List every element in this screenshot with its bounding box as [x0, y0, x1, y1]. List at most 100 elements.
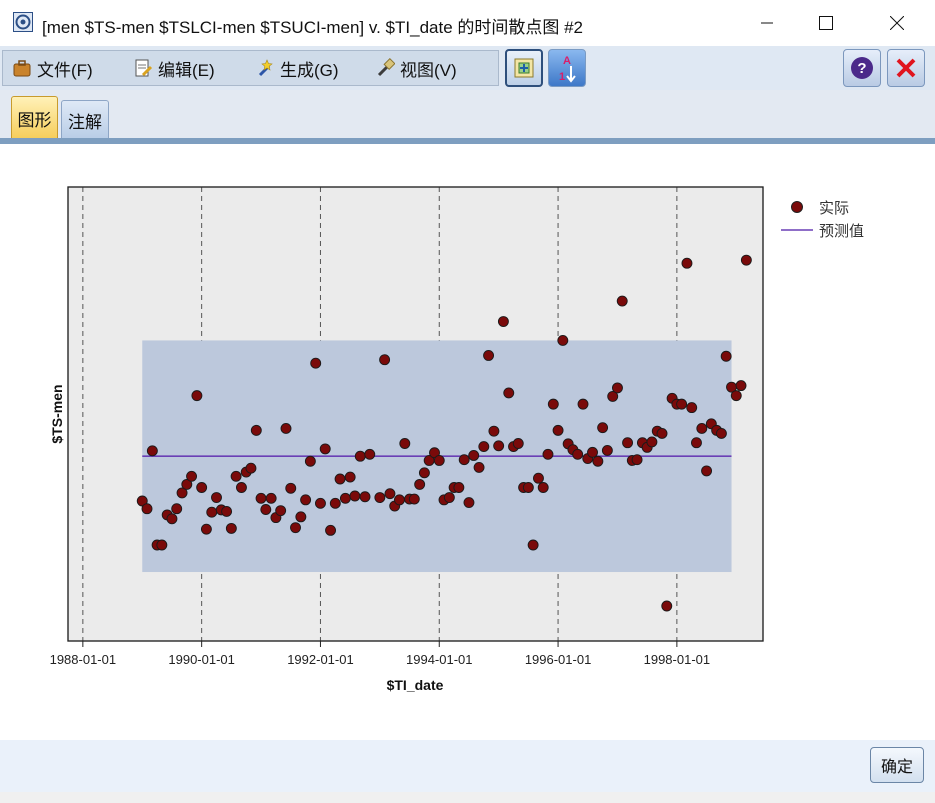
data-point: [200, 523, 212, 535]
data-point: [429, 447, 440, 459]
data-point: [656, 428, 668, 439]
data-point: [136, 495, 148, 507]
data-point: [285, 482, 297, 494]
svg-text:1: 1: [559, 71, 565, 83]
data-point: [418, 467, 430, 479]
data-point: [304, 455, 316, 467]
scatter-chart: 1988-01-01 1990-01-01 1992-01-01 1994-01-01…: [49, 186, 864, 693]
data-point: [255, 492, 267, 504]
tab-graph-label: 图形: [17, 111, 52, 130]
data-point: [612, 382, 623, 394]
help-button[interactable]: ?: [843, 49, 881, 87]
menu-file[interactable]: 文件(F): [12, 50, 93, 86]
x-tick-label: 1990-01-01: [168, 652, 235, 667]
data-point: [186, 470, 198, 482]
data-point: [601, 444, 613, 456]
x-tick-label: 1994-01-01: [406, 652, 473, 667]
maximize-button[interactable]: [797, 0, 855, 46]
bottom-strip: [0, 792, 935, 803]
data-point: [527, 539, 539, 551]
data-point: [344, 471, 356, 483]
data-point: [483, 350, 495, 361]
maximize-icon: [819, 16, 833, 30]
data-point: [443, 492, 455, 503]
window-close-button[interactable]: [868, 0, 926, 46]
ok-button[interactable]: 确定: [870, 747, 924, 783]
sort-button[interactable]: A 1: [548, 49, 586, 87]
legend-point-marker: [791, 201, 803, 213]
data-point: [250, 424, 262, 436]
data-point: [433, 455, 445, 466]
data-point: [171, 503, 183, 515]
menu-view[interactable]: 视图(V): [375, 50, 457, 86]
data-point: [696, 422, 708, 434]
data-point: [542, 448, 554, 460]
data-point: [503, 387, 515, 399]
data-point: [458, 454, 470, 466]
data-point: [146, 445, 158, 457]
brush-icon: [377, 58, 395, 77]
actual-points: [136, 254, 752, 612]
data-point: [354, 450, 366, 462]
tab-bar: [0, 90, 935, 138]
data-point: [691, 437, 702, 449]
data-point: [394, 494, 405, 506]
data-point: [364, 448, 376, 460]
menu-edit[interactable]: 编辑(E): [133, 50, 215, 86]
data-point: [166, 513, 178, 525]
data-point: [260, 504, 272, 515]
data-point: [339, 492, 351, 504]
data-point: [676, 398, 688, 410]
data-point: [493, 440, 505, 452]
data-point: [622, 437, 634, 449]
data-point: [681, 257, 693, 269]
window-title: [men $TS-men $TSLCI-men $TSUCI-men] v. $…: [42, 18, 584, 37]
data-point: [191, 390, 203, 402]
data-point: [319, 443, 331, 455]
tab-annotation[interactable]: 注解: [61, 100, 109, 140]
menu-generate[interactable]: 生成(G): [255, 50, 339, 86]
data-point: [730, 390, 742, 402]
tab-graph[interactable]: 图形: [11, 96, 58, 140]
close-icon: [896, 58, 916, 78]
add-panel-icon: [514, 58, 534, 78]
data-point: [181, 478, 193, 490]
data-point: [597, 422, 609, 434]
add-panel-button[interactable]: [505, 49, 543, 87]
close-dialog-button[interactable]: [887, 49, 925, 87]
data-point: [310, 357, 322, 369]
data-point: [315, 497, 326, 509]
menu-edit-label: 编辑(E): [158, 60, 215, 80]
data-point: [463, 497, 475, 509]
tab-annotation-label: 注解: [68, 113, 102, 132]
x-axis-label: $TI_date: [387, 677, 444, 693]
edit-page-icon: [135, 59, 153, 77]
close-x-icon: [890, 16, 904, 30]
x-tick-label: 1988-01-01: [50, 652, 117, 667]
minimize-button[interactable]: [738, 0, 796, 46]
title-bar: [men $TS-men $TSLCI-men $TSUCI-men] v. $…: [0, 0, 935, 46]
data-point: [512, 438, 524, 449]
data-point: [295, 511, 307, 523]
data-point: [265, 492, 277, 504]
data-point: [414, 478, 426, 490]
menu-view-label: 视图(V): [400, 60, 457, 80]
wand-icon: [258, 59, 273, 77]
data-point: [552, 424, 564, 436]
data-point: [592, 455, 604, 467]
data-point: [329, 497, 341, 509]
data-point: [196, 482, 208, 493]
legend-actual-label: 实际: [819, 200, 849, 217]
y-axis-label: $TS-men: [49, 384, 65, 443]
data-point: [701, 465, 713, 477]
dialog-footer: [0, 740, 935, 792]
data-point: [325, 524, 337, 536]
data-point: [587, 446, 598, 458]
app-icon: [13, 12, 33, 32]
minimize-icon: [761, 22, 773, 24]
data-point: [557, 334, 569, 346]
data-point: [488, 425, 500, 437]
data-point: [740, 254, 752, 266]
svg-text:A: A: [563, 55, 571, 67]
data-point: [349, 490, 361, 502]
